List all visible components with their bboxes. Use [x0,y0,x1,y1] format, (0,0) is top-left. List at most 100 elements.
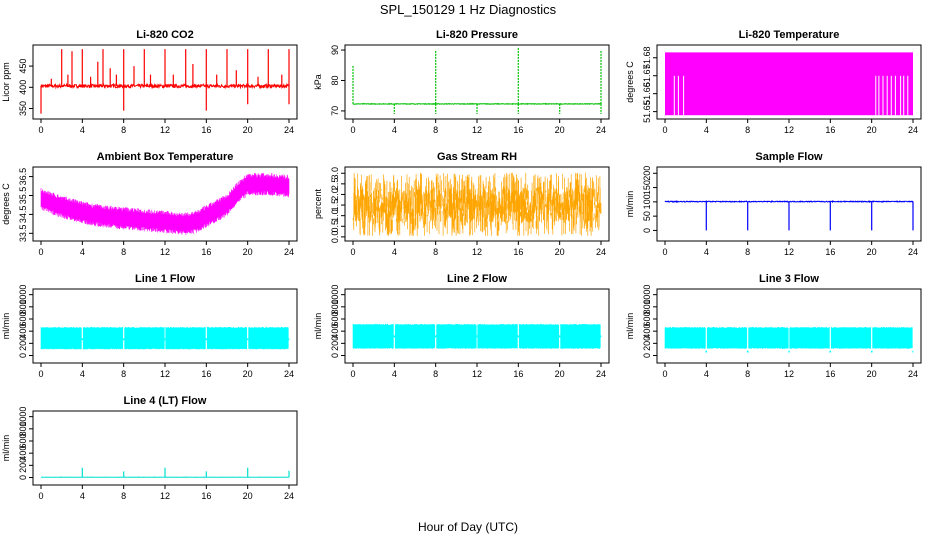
x-tick-label: 16 [825,369,835,379]
y-tick-label: 200 [330,336,340,351]
flow-band [664,326,914,353]
x-tick-label: 4 [704,125,709,135]
panel-rh: Gas Stream RH 0 4 8 12 16 20 24 0.00.51.01.52.02… [313,151,610,257]
x-tick-label: 16 [201,247,211,257]
flow-band [40,326,290,350]
x-tick-label: 20 [243,491,253,501]
x-tick-label: 8 [121,491,126,501]
x-tick-label: 20 [243,369,253,379]
spikes [81,467,290,478]
x-tick-label: 4 [392,369,397,379]
panel-title: Gas Stream RH [437,151,517,163]
y-tick-label: 51.67 [642,64,652,87]
y-tick-label: 35.5 [18,187,28,205]
y-axis-label: degrees C [625,61,635,103]
x-tick-label: 8 [121,125,126,135]
x-tick-label: 16 [513,125,523,135]
series-box_temp [40,172,290,235]
y-tick-label: 400 [18,446,28,461]
y-tick-label: 1.0 [330,209,340,222]
y-tick-label: 1000 [18,285,28,305]
flow-band [352,323,602,349]
y-tick-label: 0 [18,475,28,480]
y-tick-label: 800 [330,299,340,314]
x-tick-label: 24 [596,125,606,135]
y-tick-label: 600 [642,311,652,326]
panel-line4: Line 4 (LT) Flow 0 4 8 12 16 20 24 0 200400600800… [1,395,298,501]
y-axis-label: degrees C [1,183,11,225]
x-tick-label: 24 [908,125,918,135]
y-axis-label: ml/min [313,313,323,340]
y-axis-label: kPa [313,74,323,90]
panel-co2: Li-820 CO2 0 4 8 12 16 20 24 350 400 450 Licor ppm [1,29,298,135]
panel-title: Ambient Box Temperature [97,151,234,163]
panel-pressure: Li-820 Pressure 0 4 8 12 16 20 24 70 80 90 kPa [313,29,610,135]
y-tick-label: 1000 [330,285,340,305]
y-tick-label: 450 [18,59,28,74]
y-tick-label: 1000 [18,407,28,427]
series-rh [352,172,602,236]
series-line3 [664,326,914,353]
x-tick-label: 16 [201,369,211,379]
figure-xlabel: Hour of Day (UTC) [418,520,518,534]
x-tick-label: 12 [784,369,794,379]
x-tick-label: 24 [908,369,918,379]
y-tick-label: 200 [642,166,652,181]
x-tick-label: 8 [745,247,750,257]
x-tick-label: 12 [472,125,482,135]
x-tick-label: 20 [867,247,877,257]
y-tick-label: 51.65 [642,100,652,123]
series-line4 [41,467,290,478]
y-tick-label: 800 [18,421,28,436]
y-tick-label: 3.0 [330,167,340,180]
plot-frame [32,288,298,364]
x-tick-label: 12 [160,369,170,379]
y-tick-label: 34.5 [18,206,28,224]
x-tick-label: 12 [784,125,794,135]
x-tick-label: 24 [284,125,294,135]
x-tick-label: 0 [38,491,43,501]
x-tick-label: 4 [704,369,709,379]
panel-title: Line 2 Flow [447,273,507,285]
x-tick-label: 24 [596,369,606,379]
y-tick-label: 1000 [642,285,652,305]
panel-title: Line 4 (LT) Flow [124,395,207,407]
series-line1 [40,326,290,350]
x-tick-label: 0 [350,369,355,379]
series-line2 [352,323,602,349]
y-tick-label: 350 [18,101,28,116]
y-tick-label: 50 [642,211,652,221]
x-tick-label: 20 [555,247,565,257]
y-axis-label: Licor ppm [1,62,11,102]
panel-title: Sample Flow [755,151,823,163]
y-tick-label: 90 [330,45,340,55]
x-tick-label: 12 [160,125,170,135]
rh-noise [352,172,602,236]
y-tick-label: 200 [642,336,652,351]
y-axis-label: percent [313,188,323,219]
series-sample_flow [664,200,914,231]
y-tick-label: 600 [18,433,28,448]
x-tick-label: 4 [80,369,85,379]
x-tick-label: 24 [596,247,606,257]
x-tick-label: 12 [784,247,794,257]
y-tick-label: 0 [642,353,652,358]
x-tick-label: 20 [867,369,877,379]
spikes [40,49,290,114]
box-temp-band [40,172,290,235]
x-tick-label: 4 [704,247,709,257]
y-tick-label: 400 [18,324,28,339]
y-tick-label: 51.68 [642,47,652,70]
y-tick-label: 100 [642,194,652,209]
x-tick-label: 20 [867,125,877,135]
y-tick-label: 0 [642,228,652,233]
x-tick-label: 20 [555,369,565,379]
y-tick-label: 800 [642,299,652,314]
x-tick-label: 12 [160,491,170,501]
y-tick-label: 800 [18,299,28,314]
